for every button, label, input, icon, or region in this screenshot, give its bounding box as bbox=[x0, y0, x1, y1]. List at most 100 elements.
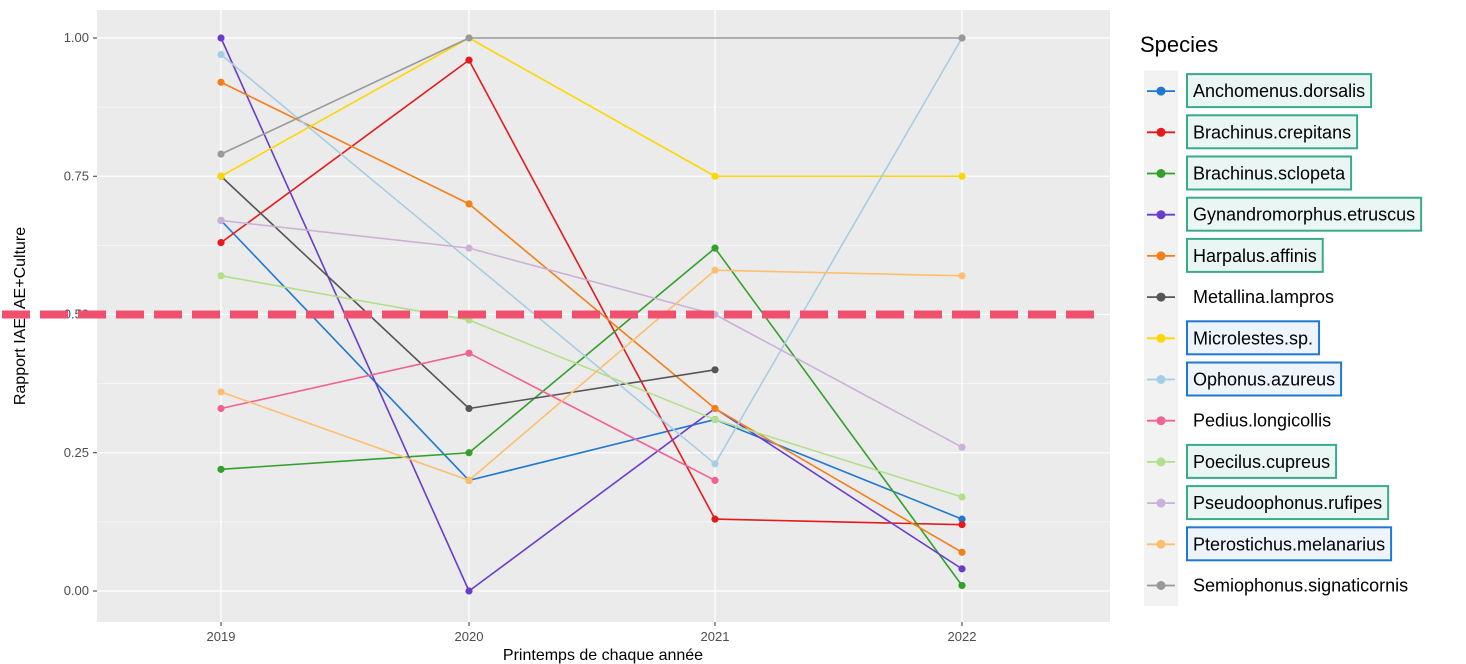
data-point bbox=[711, 415, 719, 424]
legend-label-highlight bbox=[1186, 320, 1321, 356]
series-line-segment bbox=[714, 418, 963, 498]
legend-label: Pterostichus.melanarius bbox=[1193, 534, 1385, 554]
legend-key-point bbox=[1156, 169, 1166, 178]
series-line-segment bbox=[220, 352, 470, 410]
legend-label: Gynandromorphus.etruscus bbox=[1193, 205, 1415, 225]
series-line-segment bbox=[220, 53, 716, 465]
series-line-segment bbox=[468, 407, 716, 592]
legend-title: Species bbox=[1140, 32, 1218, 57]
data-point bbox=[217, 34, 225, 42]
legend-item: Brachinus.sclopeta bbox=[1147, 155, 1353, 191]
legend-item: Harpalus.affinis bbox=[1147, 237, 1324, 273]
series-line-segment bbox=[714, 269, 963, 277]
data-point bbox=[465, 56, 473, 64]
data-point bbox=[465, 349, 473, 357]
legend-label-highlight bbox=[1186, 155, 1353, 191]
legend-item: Poecilus.cupreus bbox=[1147, 443, 1338, 479]
y-tick-label: 0.25 bbox=[64, 445, 89, 460]
legend-item: Pedius.longicollis bbox=[1147, 411, 1331, 431]
series-line-segment bbox=[468, 319, 716, 421]
data-point bbox=[217, 172, 225, 180]
legend-item: Gynandromorphus.etruscus bbox=[1147, 196, 1423, 232]
series-line-segment bbox=[714, 518, 963, 526]
data-point bbox=[711, 460, 719, 468]
data-point bbox=[958, 34, 966, 42]
data-point bbox=[711, 404, 719, 413]
legend-key-point bbox=[1156, 539, 1166, 549]
legend-item: Pterostichus.melanarius bbox=[1147, 526, 1393, 562]
legend-label: Anchomenus.dorsalis bbox=[1193, 81, 1365, 101]
legend-label-highlight bbox=[1186, 526, 1393, 562]
legend-label: Ophonus.azureus bbox=[1193, 370, 1335, 390]
series-line-segment bbox=[468, 352, 716, 482]
series-line-segment bbox=[220, 37, 470, 177]
data-point bbox=[958, 581, 966, 590]
legend-item: Pseudoophonus.rufipes bbox=[1147, 485, 1390, 521]
legend-label: Pseudoophonus.rufipes bbox=[1193, 493, 1382, 513]
series-brachinus-crepitans bbox=[217, 56, 966, 529]
series-line-segment bbox=[220, 451, 470, 471]
legend-label-highlight bbox=[1186, 443, 1338, 479]
x-tick-label: 2019 bbox=[207, 629, 236, 644]
data-point bbox=[711, 266, 719, 274]
legend-label: Pedius.longicollis bbox=[1193, 411, 1331, 431]
series-line-segment bbox=[468, 247, 716, 454]
series-semiophonus-signaticornis bbox=[217, 34, 966, 158]
legend-key-point bbox=[1156, 251, 1166, 261]
legend-label-highlight bbox=[1186, 73, 1373, 109]
data-point bbox=[217, 150, 225, 158]
data-point bbox=[711, 244, 719, 252]
data-point bbox=[958, 443, 966, 451]
data-point bbox=[958, 272, 966, 280]
data-point bbox=[711, 172, 719, 180]
data-point bbox=[465, 449, 473, 457]
legend-key-point bbox=[1156, 333, 1166, 343]
legend-label: Brachinus.sclopeta bbox=[1193, 164, 1346, 184]
series-line-segment bbox=[468, 247, 716, 316]
data-point bbox=[465, 587, 473, 595]
legend-label-highlight bbox=[1186, 361, 1343, 397]
series-pterostichus-melanarius bbox=[217, 266, 966, 484]
series-line-segment bbox=[220, 37, 470, 155]
legend-key-point bbox=[1156, 86, 1166, 96]
legend-label: Poecilus.cupreus bbox=[1193, 452, 1330, 472]
legend-label-highlight bbox=[1186, 114, 1359, 150]
data-point bbox=[217, 216, 225, 225]
legend-label-highlight bbox=[1186, 237, 1324, 273]
series-line-segment bbox=[714, 37, 963, 465]
legend-label: Semiophonus.signaticornis bbox=[1193, 576, 1408, 596]
data-point bbox=[958, 515, 966, 523]
data-point bbox=[217, 239, 225, 247]
legend-label: Brachinus.crepitans bbox=[1193, 122, 1351, 142]
data-point bbox=[711, 515, 719, 523]
x-tick-label: 2021 bbox=[701, 629, 730, 644]
data-point bbox=[465, 244, 473, 252]
series-line-segment bbox=[468, 37, 716, 177]
legend-key-point bbox=[1156, 127, 1166, 137]
series-line-segment bbox=[468, 203, 716, 410]
series-line-segment bbox=[220, 81, 470, 205]
data-point bbox=[958, 521, 966, 529]
legend: Anchomenus.dorsalis Brachinus.crepitans Br… bbox=[1144, 70, 1423, 607]
series-line-segment bbox=[468, 369, 716, 410]
x-axis-title: Printemps de chaque année bbox=[503, 647, 703, 664]
legend-key-point bbox=[1156, 581, 1166, 590]
legend-item: Microlestes.sp. bbox=[1147, 320, 1321, 356]
data-point bbox=[217, 50, 225, 59]
legend-label-highlight bbox=[1186, 485, 1390, 521]
legend-key-point bbox=[1156, 416, 1166, 426]
legend-key-point bbox=[1156, 457, 1166, 467]
legend-key-point bbox=[1156, 498, 1166, 508]
legend-item: Brachinus.crepitans bbox=[1147, 114, 1359, 150]
data-point bbox=[958, 493, 966, 501]
data-point bbox=[217, 404, 225, 413]
series-line-segment bbox=[714, 313, 963, 448]
legend-label-highlight bbox=[1186, 196, 1423, 232]
data-point bbox=[958, 548, 966, 556]
series-metallina-lampros bbox=[217, 172, 719, 413]
data-point bbox=[711, 476, 719, 484]
legend-label: Harpalus.affinis bbox=[1193, 246, 1317, 266]
data-point bbox=[217, 272, 225, 280]
legend-item: Metallina.lampros bbox=[1147, 287, 1334, 307]
